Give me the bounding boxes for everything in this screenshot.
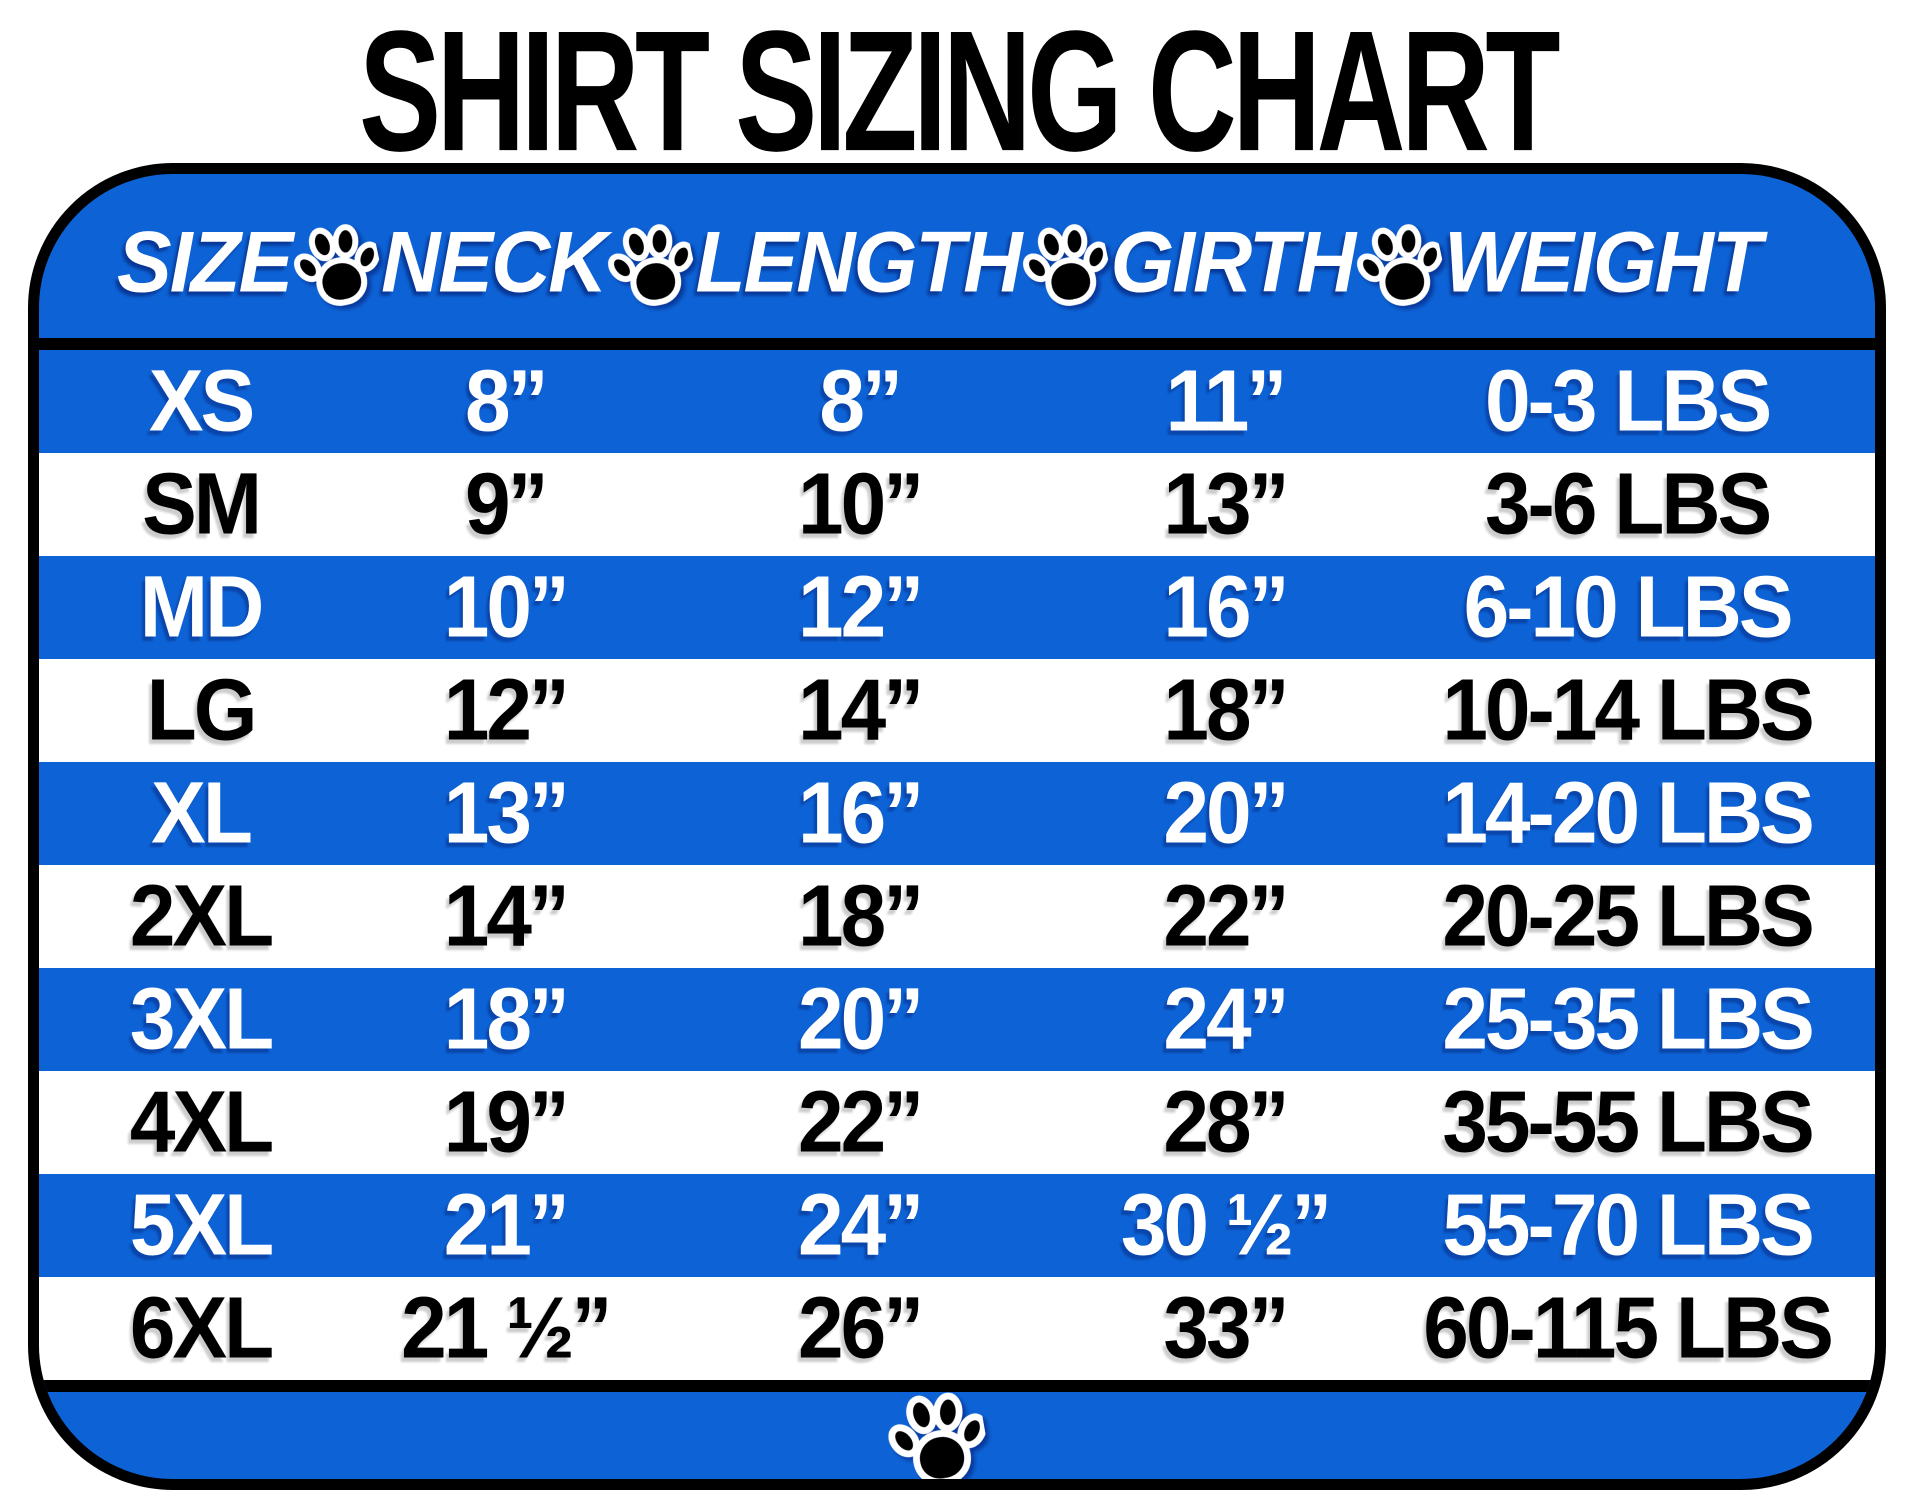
cell-length: 24” [798,1176,924,1274]
table-row: 5XL 21” 24” 30 ½” 55-70 LBS [39,1174,1875,1277]
cell-weight: 14-20 LBS [1442,764,1815,862]
page-title: SHIRT SIZING CHART [0,5,1915,177]
column-header-girth: GIRTH [1110,214,1356,311]
cell-length: 18” [798,867,924,965]
cell-girth: 22” [1163,867,1289,965]
column-header-weight: WEIGHT [1443,214,1762,311]
cell-neck: 14” [443,867,570,965]
table-header: SIZE NECK LENGTH GIRTH WEIGHT [39,174,1875,338]
cell-neck: 8” [465,352,549,450]
cell-weight: 6-10 LBS [1463,558,1794,656]
sizing-table: SIZE NECK LENGTH GIRTH WEIGHT XS 8” 8” 11” 0… [28,163,1886,1490]
cell-length: 12” [798,558,924,656]
table-row: 2XL 14” 18” 22” 20-25 LBS [39,865,1875,968]
cell-size: 5XL [129,1176,274,1274]
table-row: XS 8” 8” 11” 0-3 LBS [39,350,1875,453]
cell-size: MD [139,558,265,656]
cell-neck: 9” [465,455,549,553]
cell-size: 2XL [129,867,274,965]
column-header-size: SIZE [117,214,293,311]
cell-size: 3XL [129,970,274,1068]
cell-weight: 35-55 LBS [1442,1073,1815,1171]
cell-girth: 33” [1163,1279,1289,1377]
cell-girth: 18” [1163,661,1289,759]
cell-girth: 11” [1165,352,1288,450]
cell-neck: 21 ½” [401,1279,612,1377]
cell-neck: 12” [443,661,570,759]
cell-length: 26” [798,1279,924,1377]
cell-weight: 60-115 LBS [1423,1279,1834,1377]
cell-length: 22” [798,1073,924,1171]
table-row: SM 9” 10” 13” 3-6 LBS [39,453,1875,556]
cell-girth: 24” [1163,970,1289,1068]
cell-weight: 20-25 LBS [1442,867,1815,965]
table-row: 6XL 21 ½” 26” 33” 60-115 LBS [39,1277,1875,1380]
cell-neck: 13” [443,764,570,862]
table-row: MD 10” 12” 16” 6-10 LBS [39,556,1875,659]
cell-size: 4XL [129,1073,274,1171]
cell-size: XL [151,764,253,862]
cell-length: 20” [798,970,924,1068]
cell-neck: 18” [443,970,570,1068]
cell-length: 10” [798,455,924,553]
paw-icon [1015,216,1117,318]
paw-icon [880,1384,994,1490]
cell-girth: 30 ½” [1120,1176,1332,1274]
page-title-text: SHIRT SIZING CHART [359,0,1561,188]
header-divider [39,338,1875,350]
cell-weight: 3-6 LBS [1484,455,1772,553]
cell-girth: 16” [1163,558,1289,656]
cell-length: 16” [798,764,924,862]
cell-length: 14” [798,661,924,759]
paw-icon [1349,216,1451,318]
footer-divider [39,1380,1875,1392]
table-body: XS 8” 8” 11” 0-3 LBS SM 9” 10” 13” 3-6 LBS MD 10” 12… [39,350,1875,1380]
table-row: LG 12” 14” 18” 10-14 LBS [39,659,1875,762]
column-header-length: LENGTH [695,214,1022,311]
cell-size: LG [146,661,258,759]
cell-girth: 20” [1163,764,1289,862]
cell-neck: 10” [443,558,570,656]
column-header-neck: NECK [381,214,607,311]
cell-weight: 55-70 LBS [1442,1176,1815,1274]
cell-size: 6XL [129,1279,274,1377]
cell-neck: 19” [443,1073,570,1171]
cell-weight: 25-35 LBS [1442,970,1815,1068]
cell-length: 8” [819,352,903,450]
table-row: 4XL 19” 22” 28” 35-55 LBS [39,1071,1875,1174]
cell-girth: 13” [1163,455,1289,553]
cell-weight: 10-14 LBS [1442,661,1815,759]
paw-icon [600,216,702,318]
table-row: XL 13” 16” 20” 14-20 LBS [39,762,1875,865]
paw-icon [286,216,388,318]
table-footer [39,1392,1875,1490]
cell-size: SM [142,455,262,553]
cell-weight: 0-3 LBS [1484,352,1772,450]
cell-neck: 21” [443,1176,570,1274]
cell-girth: 28” [1163,1073,1289,1171]
cell-size: XS [148,352,255,450]
table-row: 3XL 18” 20” 24” 25-35 LBS [39,968,1875,1071]
